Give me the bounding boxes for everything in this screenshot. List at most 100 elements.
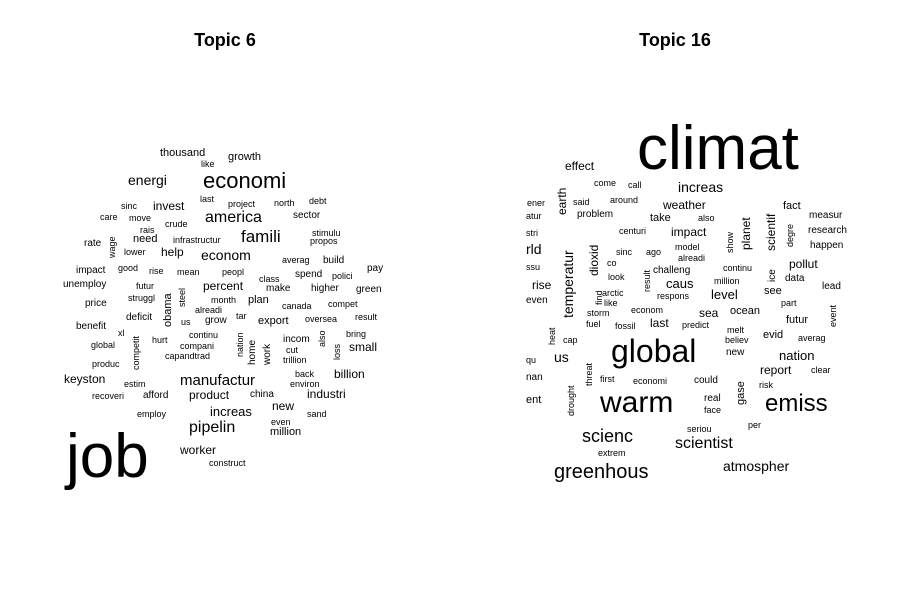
- word-call: call: [628, 180, 642, 190]
- word-challeng: challeng: [653, 265, 691, 276]
- word-fact: fact: [783, 200, 801, 212]
- chart-title: Topic 6: [194, 30, 256, 50]
- word-even: even: [271, 417, 291, 427]
- word-predict: predict: [682, 320, 710, 330]
- word-sea: sea: [699, 306, 719, 320]
- word-afford: afford: [143, 390, 169, 401]
- word-green: green: [356, 284, 382, 295]
- word-last: last: [200, 194, 215, 204]
- word-benefit: benefit: [76, 321, 107, 332]
- word-seriou: seriou: [687, 424, 712, 434]
- word-storm: storm: [587, 308, 610, 318]
- word-level: level: [711, 287, 738, 302]
- word-continu: continu: [189, 330, 219, 340]
- word-canada: canada: [282, 301, 312, 311]
- word-home: home: [247, 339, 258, 365]
- wordcloud-panel-topic-6: Topic 6 job economi famili america pipelin ma…: [63, 30, 383, 488]
- word-earth: earth: [555, 187, 569, 215]
- word-research: research: [808, 225, 847, 236]
- word-nation: nation: [779, 348, 815, 363]
- word-atur: atur: [526, 211, 542, 221]
- word-cap: cap: [563, 335, 578, 345]
- word-ssu: ssu: [526, 262, 541, 272]
- word-part: part: [781, 298, 797, 308]
- word-atmospher: atmospher: [723, 458, 790, 474]
- word-melt: melt: [727, 325, 745, 335]
- word-measur: measur: [809, 210, 843, 221]
- word-nan: nan: [526, 372, 543, 383]
- word-sinc: sinc: [121, 201, 138, 211]
- word-economi: economi: [203, 168, 287, 193]
- word-polici: polici: [332, 271, 353, 281]
- word-stimulu: stimulu: [312, 228, 341, 238]
- word-thousand: thousand: [160, 147, 206, 159]
- word-economi: economi: [633, 376, 668, 386]
- word-per: per: [748, 420, 762, 430]
- word-risk: risk: [759, 380, 773, 390]
- word-believ: believ: [725, 335, 749, 345]
- word-oversea: oversea: [305, 314, 338, 324]
- word-extrem: extrem: [598, 448, 626, 458]
- word-clear: clear: [811, 365, 831, 375]
- word-report: report: [760, 363, 792, 377]
- word-trillion: trillion: [283, 355, 307, 365]
- word-wage: wage: [107, 236, 117, 258]
- word-increas: increas: [210, 404, 252, 419]
- word-construct: construct: [209, 458, 246, 468]
- word-averag: averag: [798, 333, 826, 343]
- word-good: good: [118, 263, 139, 273]
- word-back: back: [295, 369, 315, 379]
- word-debt: debt: [309, 196, 327, 206]
- word-ent: ent: [526, 394, 542, 406]
- word-data: data: [785, 273, 805, 284]
- word-care: care: [100, 212, 118, 222]
- word-warm: warm: [600, 386, 674, 419]
- word-said: said: [573, 197, 590, 207]
- word-help: help: [161, 245, 184, 259]
- word-move: move: [129, 213, 152, 223]
- word-environ: environ: [290, 379, 320, 389]
- word-around: around: [610, 195, 639, 205]
- word-face: face: [704, 405, 722, 415]
- word-new: new: [726, 347, 745, 358]
- word-hurt: hurt: [152, 335, 168, 345]
- word-impact: impact: [671, 225, 707, 239]
- word-temperatur: temperatur: [560, 250, 576, 318]
- word-scienc: scienc: [582, 426, 634, 446]
- word-growth: growth: [228, 151, 262, 163]
- word-plan: plan: [248, 294, 269, 306]
- word-see: see: [764, 285, 782, 297]
- word-energi: energi: [128, 172, 167, 188]
- word-emiss: emiss: [765, 390, 828, 417]
- word-small: small: [349, 340, 378, 354]
- word-ago: ago: [646, 247, 662, 257]
- word-econom: econom: [201, 247, 251, 263]
- word-build: build: [323, 255, 345, 266]
- word-scientif: scientif: [764, 213, 778, 251]
- word-us: us: [181, 317, 191, 327]
- word-problem: problem: [577, 209, 614, 220]
- word-xl: xl: [118, 328, 125, 338]
- word-fuel: fuel: [586, 319, 601, 329]
- word-gase: gase: [735, 381, 747, 405]
- word-steel: steel: [177, 287, 187, 307]
- word-tar: tar: [236, 311, 247, 321]
- word-industri: industri: [307, 387, 346, 401]
- word-result: result: [642, 269, 652, 292]
- word-price: price: [85, 298, 107, 309]
- word-incom: incom: [283, 334, 310, 345]
- word-manufactur: manufactur: [180, 372, 256, 389]
- word-obama: obama: [162, 293, 174, 327]
- word-capandtrad: capandtrad: [165, 351, 211, 361]
- word-invest: invest: [153, 199, 185, 213]
- word-work: work: [262, 343, 273, 365]
- word-pipelin: pipelin: [189, 419, 236, 436]
- word-stri: stri: [526, 228, 538, 238]
- chart-title: Topic 16: [639, 30, 711, 50]
- word-also: also: [317, 330, 327, 347]
- word-come: come: [594, 178, 617, 188]
- word-loss: loss: [332, 343, 342, 360]
- word-rate: rate: [84, 238, 102, 249]
- wordcloud-panel-topic-16: Topic 16 climat global warm emiss greenhous s…: [450, 0, 900, 600]
- wordcloud: job economi famili america pipelin manufactur…: [63, 147, 383, 488]
